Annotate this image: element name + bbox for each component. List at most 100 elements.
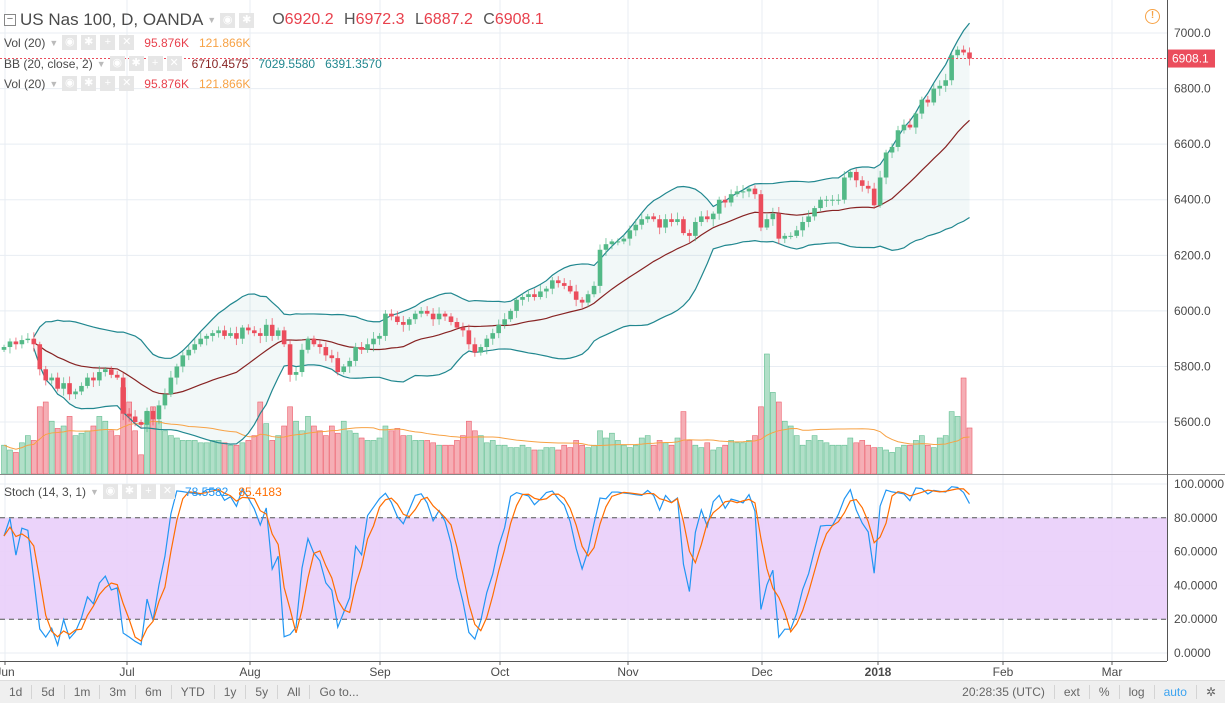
candle-body [85, 377, 90, 386]
range-5d[interactable]: 5d [32, 685, 65, 699]
candle-body [949, 55, 954, 81]
candle-body [371, 338, 376, 345]
candle-body [776, 213, 782, 239]
close-icon[interactable]: ✕ [119, 76, 135, 91]
eye-icon[interactable]: ◉ [220, 12, 236, 28]
candle-body [758, 194, 764, 228]
range-1y[interactable]: 1y [215, 685, 247, 699]
plus-icon[interactable]: + [100, 76, 116, 91]
warning-icon[interactable]: ! [1145, 9, 1160, 24]
volume-bar [680, 411, 687, 475]
chart-canvas[interactable]: 7000.0 6800.0 6600.0 6400.0 6200.0 6000.0 5800… [0, 0, 1225, 680]
eye-icon[interactable]: ◉ [62, 35, 78, 50]
range-ytd[interactable]: YTD [172, 685, 215, 699]
candle-body [883, 152, 889, 178]
candle-body [61, 383, 66, 389]
chevron-down-icon[interactable]: ▼ [96, 58, 106, 69]
candle-body [19, 340, 25, 345]
indicator-name[interactable]: Vol (20) [4, 76, 46, 91]
eye-icon[interactable]: ◉ [102, 484, 118, 499]
candle-body [561, 283, 567, 286]
percent-toggle[interactable]: % [1090, 685, 1120, 699]
indicator-name[interactable]: Vol (20) [4, 35, 46, 50]
volume-bar [287, 406, 293, 475]
volume-bar [823, 442, 830, 475]
chevron-down-icon[interactable]: ▼ [90, 486, 99, 497]
indicator-name[interactable]: BB (20, close, 2) [4, 56, 93, 71]
vol-value: 95.876K [144, 76, 189, 91]
candle-body [687, 233, 692, 236]
candle-body [961, 49, 966, 53]
volume-bar [722, 444, 728, 475]
chevron-down-icon[interactable]: ▼ [207, 15, 217, 25]
chevron-down-icon[interactable]: ▼ [49, 78, 59, 89]
candle-body [865, 185, 871, 189]
plus-icon[interactable]: + [140, 484, 156, 499]
volume-bar [400, 435, 407, 475]
log-toggle[interactable]: log [1120, 685, 1155, 699]
candle-body [764, 219, 770, 228]
range-1m[interactable]: 1m [65, 685, 101, 699]
candle-body [323, 347, 329, 356]
candle-body [907, 124, 913, 128]
range-all[interactable]: All [278, 685, 311, 699]
bb-fill [33, 23, 970, 445]
volume-bar [418, 440, 425, 475]
candle-body [49, 377, 54, 381]
close-icon[interactable]: ✕ [119, 35, 135, 50]
range-3m[interactable]: 3m [100, 685, 137, 699]
candle-body [627, 230, 633, 239]
plus-icon[interactable]: + [100, 35, 116, 50]
candle-body [97, 372, 102, 381]
candle-body [126, 413, 132, 417]
gear-icon[interactable]: ✱ [81, 76, 97, 91]
candle-body [472, 344, 478, 353]
symbol-title[interactable]: US Nas 100, D, OANDA [20, 10, 204, 29]
close-icon[interactable]: ✕ [166, 56, 182, 71]
gear-icon[interactable]: ✱ [239, 12, 255, 28]
candle-body [222, 330, 227, 336]
candle-body [788, 235, 794, 237]
candle-body [919, 99, 925, 114]
stoch-d-line [3, 488, 970, 642]
volume-bar [388, 430, 395, 475]
plus-icon[interactable]: + [147, 56, 163, 71]
candle-body [150, 410, 156, 420]
volume-bar [495, 444, 502, 475]
bb-lower-line [33, 216, 970, 445]
gear-icon[interactable]: ✱ [81, 35, 97, 50]
price-tick-label: 6000.0 [1174, 304, 1211, 318]
volume-bar [466, 420, 472, 475]
settings-gear-icon[interactable]: ✲ [1205, 685, 1216, 699]
volume-bar [841, 444, 848, 475]
volume-bar [436, 444, 442, 475]
candle-body [430, 313, 436, 320]
chevron-down-icon[interactable]: ▼ [49, 37, 59, 48]
range-1d[interactable]: 1d [0, 685, 33, 699]
candle-body [263, 324, 269, 336]
range-6m[interactable]: 6m [136, 685, 172, 699]
goto-button[interactable]: Go to... [319, 685, 359, 699]
candle-body [234, 333, 239, 339]
collapse-icon[interactable]: − [4, 14, 16, 26]
volume-bar [525, 447, 532, 475]
close-icon[interactable]: ✕ [159, 484, 175, 499]
auto-toggle[interactable]: auto [1155, 685, 1197, 699]
candle-body [180, 355, 186, 367]
volume-bar [358, 437, 365, 475]
range-5y[interactable]: 5y [246, 685, 279, 699]
eye-icon[interactable]: ◉ [62, 76, 78, 91]
eye-icon[interactable]: ◉ [109, 56, 125, 71]
candle-body [377, 335, 382, 339]
volume-bar [966, 427, 973, 475]
gear-icon[interactable]: ✱ [128, 56, 144, 71]
indicator-name[interactable]: Stoch (14, 3, 1) [4, 484, 87, 499]
candle-body [913, 113, 919, 128]
candle-body [585, 294, 591, 303]
ext-toggle[interactable]: ext [1055, 685, 1090, 699]
candle-body [257, 333, 263, 336]
candle-body [311, 338, 317, 345]
gear-icon[interactable]: ✱ [121, 484, 137, 499]
candle-body [401, 322, 406, 325]
candle-body [448, 316, 454, 323]
